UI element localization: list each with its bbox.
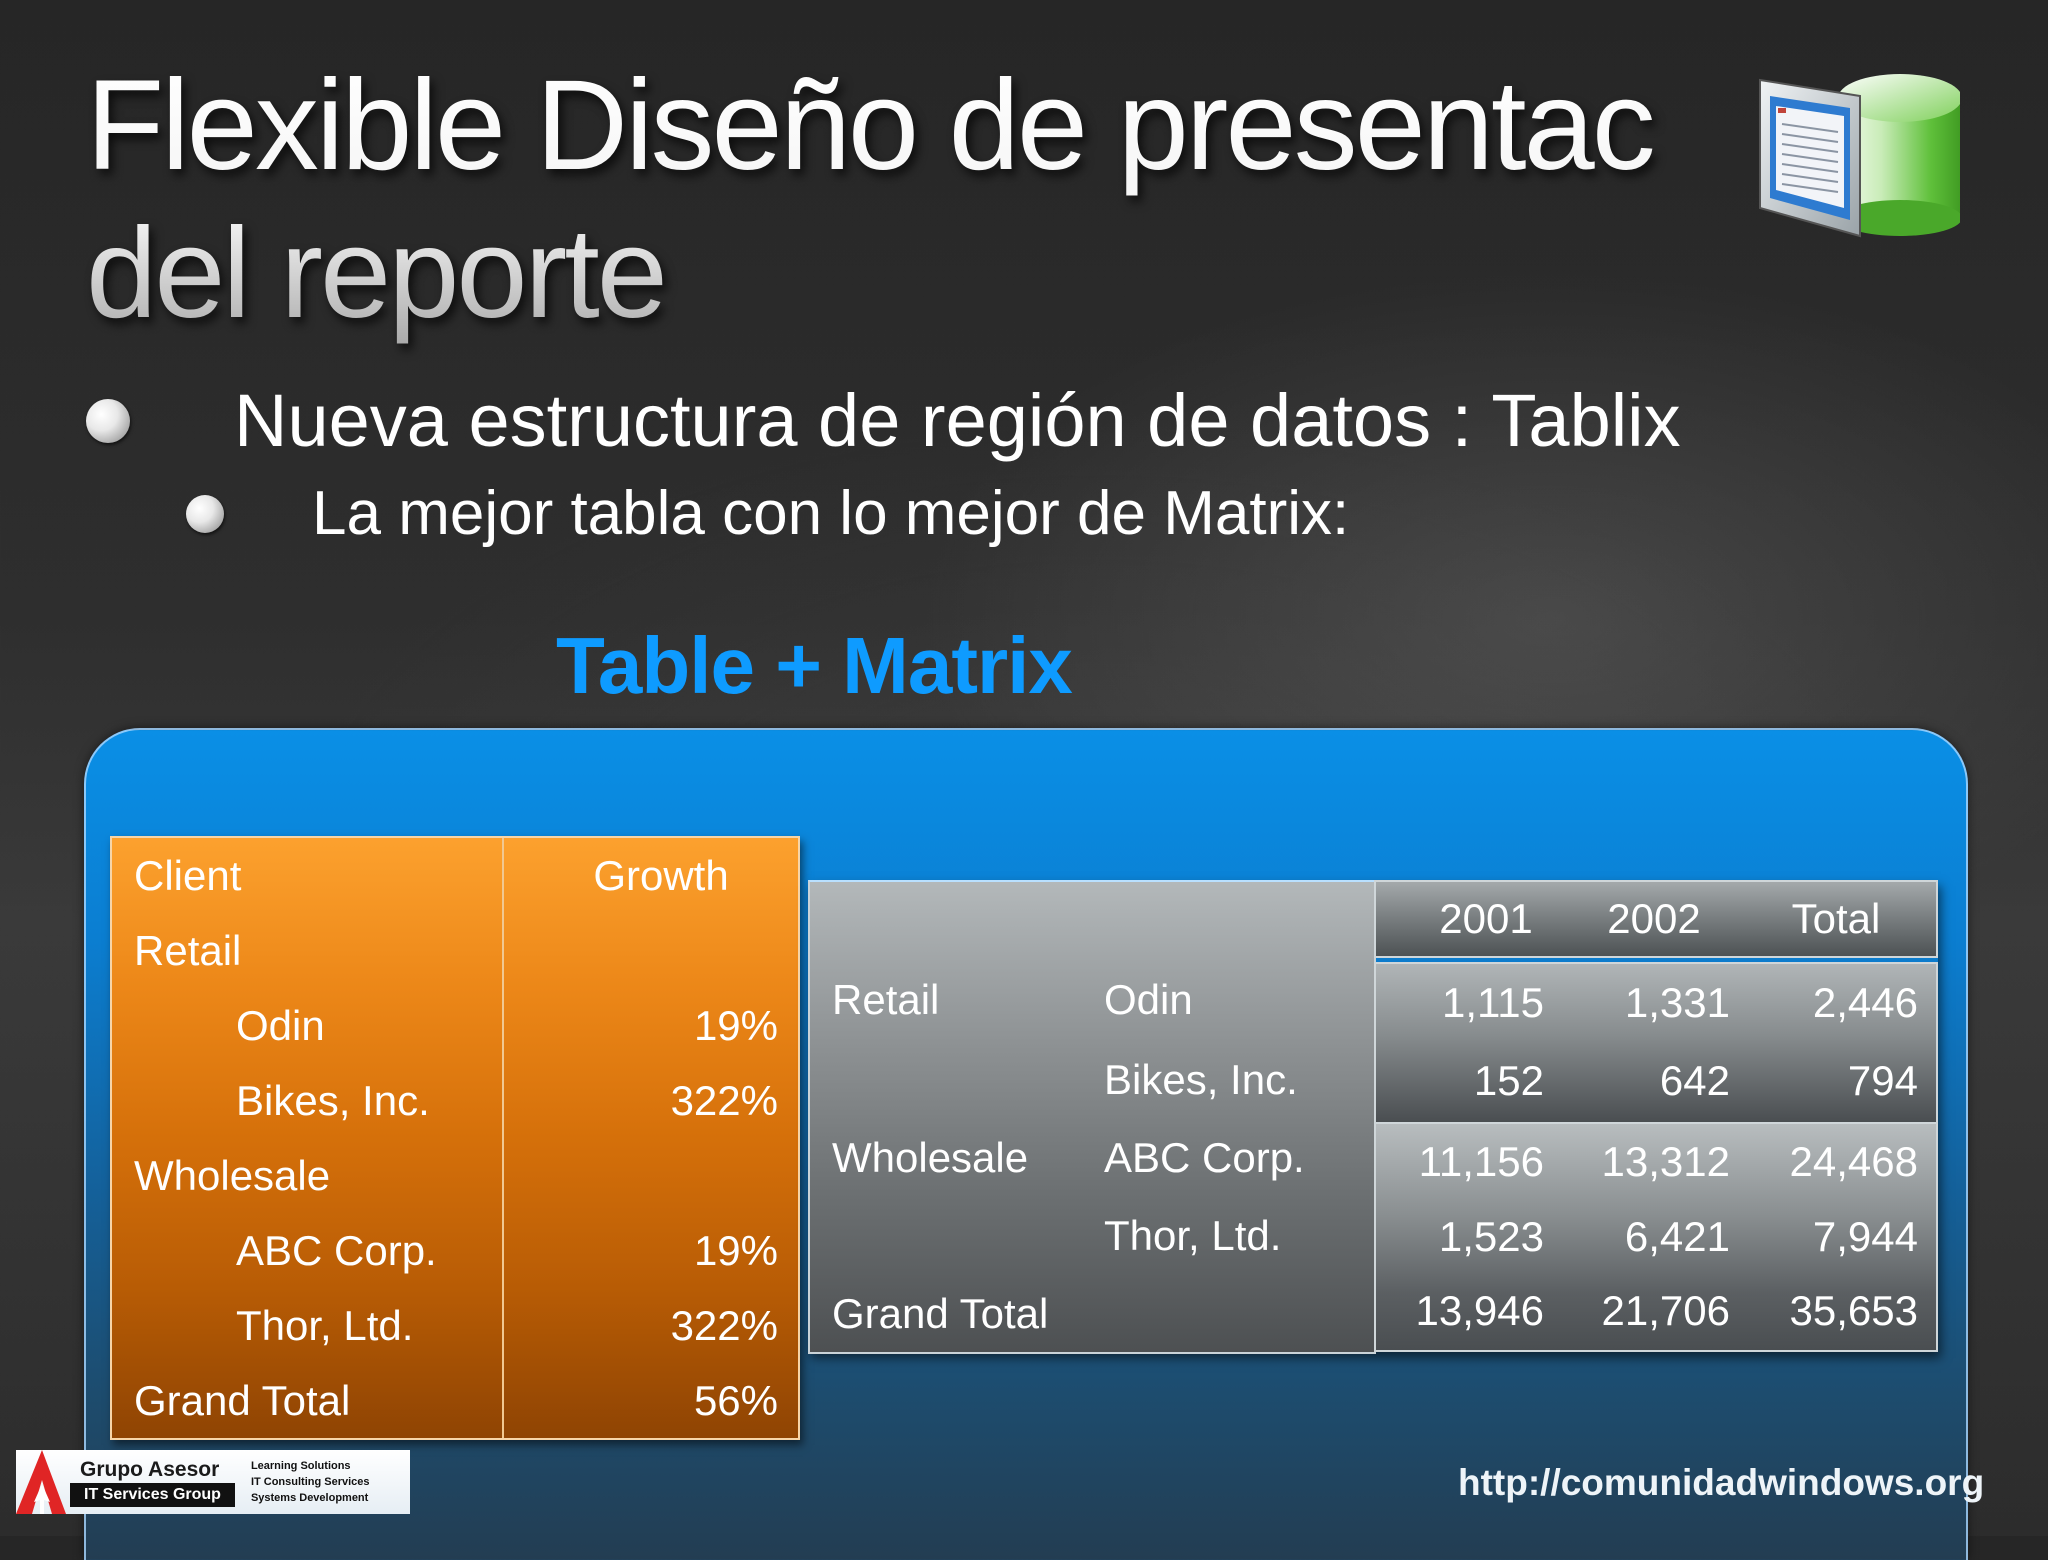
logo-company-name: Grupo Asesor bbox=[80, 1458, 220, 1481]
matrix-cell: 794 bbox=[1847, 1057, 1918, 1104]
report-server-database-icon bbox=[1759, 74, 1960, 238]
matrix-retail-block: 1,115 1,331 2,446 152 642 794 bbox=[1374, 962, 1938, 1124]
matrix-cell: 1,115 bbox=[1442, 979, 1544, 1026]
matrix-cell: 7,944 bbox=[1812, 1213, 1918, 1260]
bullet-text: Nueva estructura de región de datos : Ta… bbox=[234, 379, 1681, 462]
column-header-2002: 2002 bbox=[1607, 895, 1701, 942]
subheading: Table + Matrix bbox=[556, 621, 1073, 710]
matrix-column-headers: 2001 2002 Total bbox=[1374, 880, 1938, 958]
column-header-total: Total bbox=[1791, 895, 1881, 942]
client-column: Client Retail Odin Bikes, Inc. Wholesale… bbox=[112, 838, 504, 1438]
logo-tagline: IT Services Group bbox=[70, 1483, 235, 1507]
table-row-client: Thor, Ltd. bbox=[236, 1302, 414, 1349]
bullet-level-1: Nueva estructura de región de datos : Ta… bbox=[86, 378, 1681, 463]
growth-cell: 19% bbox=[693, 1227, 778, 1274]
matrix-cell: 2,446 bbox=[1812, 979, 1918, 1026]
matrix-cell: 1,523 bbox=[1438, 1213, 1544, 1260]
logo-service: IT Consulting Services bbox=[250, 1476, 370, 1488]
matrix-row: 11,156 13,312 24,468 bbox=[1376, 1124, 1936, 1200]
sphere-bullet-icon bbox=[86, 398, 130, 443]
slide-title-line-2: del reporte bbox=[86, 202, 665, 345]
matrix-wholesale-block: 11,156 13,312 24,468 1,523 6,421 7,944 1… bbox=[1374, 1122, 1938, 1352]
grupo-asesor-logo: Grupo Asesor IT Services Group Learning … bbox=[16, 1450, 410, 1514]
bullet-level-2: La mejor tabla con lo mejor de Matrix: bbox=[186, 478, 1349, 549]
column-header-client: Client bbox=[134, 852, 242, 899]
footer-url[interactable]: http://comunidadwindows.org bbox=[1458, 1462, 1985, 1503]
growth-cell bbox=[504, 1138, 798, 1213]
row-group-wholesale: Wholesale bbox=[832, 1134, 1029, 1181]
slide-title-line-1: Flexible Diseño de presentac bbox=[86, 54, 1653, 197]
matrix-cell: 152 bbox=[1473, 1057, 1544, 1104]
logo-services: Learning Solutions IT Consulting Service… bbox=[251, 1458, 370, 1506]
growth-cell: 56% bbox=[693, 1377, 778, 1424]
row-client: Thor, Ltd. bbox=[1104, 1212, 1282, 1259]
growth-column: Growth 19% 322% 19% 322% 56% bbox=[504, 838, 798, 1438]
matrix-row: 1,523 6,421 7,944 bbox=[1376, 1200, 1936, 1274]
growth-cell: 19% bbox=[693, 1002, 778, 1049]
row-client: Bikes, Inc. bbox=[1104, 1056, 1298, 1103]
bullet-text: La mejor tabla con lo mejor de Matrix: bbox=[312, 479, 1350, 548]
column-header-2001: 2001 bbox=[1439, 895, 1533, 942]
logo-service: Systems Development bbox=[250, 1492, 369, 1504]
matrix-cell: 24,468 bbox=[1789, 1138, 1918, 1185]
sphere-bullet-icon bbox=[186, 494, 224, 533]
slide-title: Flexible Diseño de presentac del reporte bbox=[86, 52, 1653, 348]
matrix-cell: 6,421 bbox=[1624, 1213, 1730, 1260]
matrix-example: Retail Odin Bikes, Inc. Wholesale ABC Co… bbox=[808, 880, 1938, 1354]
growth-cell: 322% bbox=[670, 1077, 778, 1124]
growth-cell bbox=[504, 913, 798, 988]
matrix-row: 1,115 1,331 2,446 bbox=[1376, 964, 1936, 1042]
matrix-cell: 1,331 bbox=[1624, 979, 1730, 1026]
table-row-group: Retail bbox=[134, 927, 242, 974]
row-client: ABC Corp. bbox=[1104, 1134, 1305, 1181]
matrix-cell: 13,946 bbox=[1415, 1287, 1544, 1334]
table-row-group: Wholesale bbox=[134, 1152, 331, 1199]
matrix-row-grand-total: 13,946 21,706 35,653 bbox=[1376, 1274, 1936, 1348]
row-grand-total: Grand Total bbox=[832, 1290, 1049, 1337]
row-client: Odin bbox=[1104, 976, 1193, 1023]
logo-service: Learning Solutions bbox=[250, 1460, 351, 1472]
column-header-growth: Growth bbox=[593, 852, 729, 899]
grupo-asesor-a-icon bbox=[16, 1450, 66, 1514]
table-row-client: Bikes, Inc. bbox=[236, 1077, 430, 1124]
matrix-cell: 11,156 bbox=[1418, 1138, 1544, 1185]
table-row-client: ABC Corp. bbox=[236, 1227, 437, 1274]
matrix-cell: 13,312 bbox=[1601, 1138, 1730, 1185]
matrix-cell: 642 bbox=[1659, 1057, 1730, 1104]
row-group-retail: Retail bbox=[832, 976, 940, 1023]
matrix-cell: 21,706 bbox=[1601, 1287, 1730, 1334]
matrix-cell: 35,653 bbox=[1789, 1287, 1918, 1334]
table-example: Client Retail Odin Bikes, Inc. Wholesale… bbox=[110, 836, 800, 1440]
matrix-row: 152 642 794 bbox=[1376, 1042, 1936, 1120]
matrix-row-headers: Retail Odin Bikes, Inc. Wholesale ABC Co… bbox=[808, 880, 1376, 1354]
table-row-client: Odin bbox=[236, 1002, 325, 1049]
growth-cell: 322% bbox=[670, 1302, 778, 1349]
table-row-grand-total: Grand Total bbox=[134, 1377, 351, 1424]
